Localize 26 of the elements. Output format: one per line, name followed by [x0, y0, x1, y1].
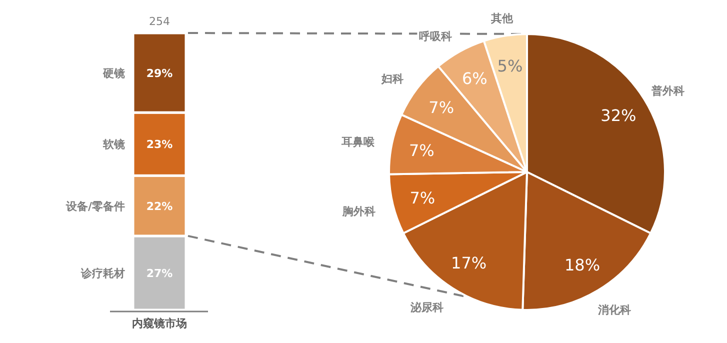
data-label: 6% [462, 68, 488, 88]
data-label: 29% [146, 66, 173, 80]
text: 254 [149, 15, 170, 28]
data-label: 22% [146, 200, 173, 213]
data-label: 17% [451, 254, 487, 273]
series-label: 软镜 [102, 138, 125, 152]
slice-label: 耳鼻喉 [340, 136, 376, 149]
slice-label: 普外科 [650, 84, 684, 98]
series-label: 诊疗耗材 [80, 266, 125, 280]
slice-label: 消化科 [597, 304, 632, 317]
slice-label: 呼吸科 [419, 30, 452, 43]
series-label: 硬镜 [102, 66, 125, 80]
data-label: 27% [146, 266, 173, 280]
slice-label: 泌尿科 [410, 300, 444, 314]
series-label: 设备/零备件 [64, 200, 125, 213]
data-label: 7% [428, 98, 454, 117]
x-tick-label: 内窥镜市场 [132, 317, 187, 330]
data-label: 7% [410, 188, 436, 208]
data-label: 18% [564, 255, 600, 274]
slice-label: 胸外科 [341, 205, 376, 218]
data-label: 23% [146, 138, 173, 152]
slice-label: 其他 [490, 12, 514, 25]
data-label: 7% [408, 140, 434, 160]
data-label: 5% [497, 56, 523, 76]
data-label: 32% [600, 106, 636, 126]
slice-label: 妇科 [380, 72, 404, 86]
